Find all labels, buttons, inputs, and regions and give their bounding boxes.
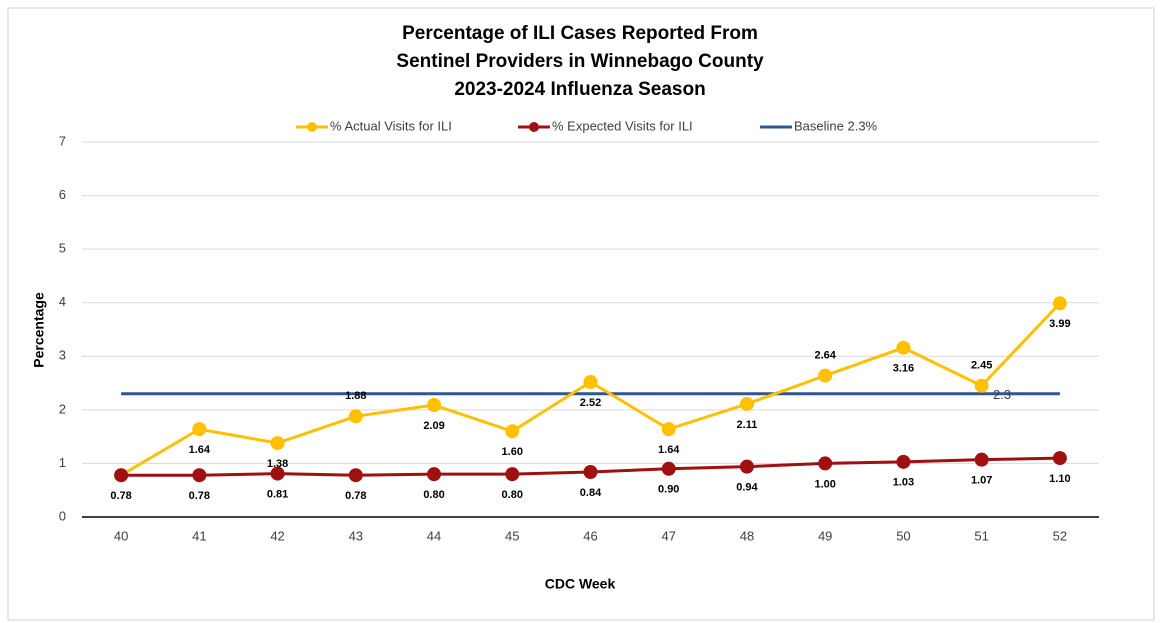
point <box>583 375 598 389</box>
y-axis-title: Percentage <box>31 292 47 368</box>
point <box>818 368 833 383</box>
x-axis-title: CDC Week <box>545 576 616 592</box>
data-label: 1.10 <box>1049 473 1070 485</box>
y-tick-label: 3 <box>59 348 66 363</box>
x-tick-label: 42 <box>270 528 284 543</box>
data-label: 2.11 <box>737 419 758 431</box>
point <box>270 436 285 451</box>
x-tick-label: 47 <box>661 528 675 543</box>
point <box>192 468 207 483</box>
legend-marker <box>307 122 317 132</box>
x-tick-label: 40 <box>114 528 128 543</box>
point <box>661 461 676 476</box>
point <box>1052 451 1067 466</box>
data-label: 0.78 <box>110 490 131 502</box>
x-tick-label: 41 <box>192 528 206 543</box>
point <box>427 467 442 482</box>
point <box>974 452 989 467</box>
data-label: 1.60 <box>502 446 523 458</box>
data-label: 1.00 <box>814 478 835 490</box>
y-tick-label: 2 <box>59 401 66 416</box>
point <box>818 456 833 471</box>
y-tick-label: 5 <box>59 241 66 256</box>
chart-title: 2023-2024 Influenza Season <box>454 79 705 100</box>
x-tick-label: 44 <box>427 528 441 543</box>
data-label: 1.07 <box>971 475 992 487</box>
data-label: 1.38 <box>267 458 288 470</box>
x-tick-label: 48 <box>740 528 754 543</box>
data-label: 1.64 <box>189 444 211 456</box>
data-label: 1.64 <box>658 444 680 456</box>
point <box>348 409 363 424</box>
point <box>583 465 598 479</box>
point <box>114 468 129 483</box>
point <box>505 424 520 439</box>
point <box>739 396 754 411</box>
x-tick-label: 52 <box>1053 528 1067 543</box>
legend-marker <box>529 122 539 132</box>
y-tick-label: 4 <box>59 294 66 309</box>
data-label: 2.09 <box>423 420 444 432</box>
data-label: 0.90 <box>658 484 679 496</box>
y-tick-label: 7 <box>59 133 66 148</box>
chart-title: Sentinel Providers in Winnebago County <box>396 51 764 72</box>
data-label: 1.88 <box>345 390 366 402</box>
data-label: 0.81 <box>267 489 288 501</box>
chart-title: Percentage of ILI Cases Reported From <box>402 23 758 44</box>
legend-label: % Actual Visits for ILI <box>330 118 452 133</box>
y-tick-label: 6 <box>59 187 66 202</box>
x-tick-label: 50 <box>896 528 910 543</box>
data-label: 0.94 <box>736 482 758 494</box>
x-tick-label: 45 <box>505 528 519 543</box>
point <box>505 467 520 482</box>
y-tick-label: 0 <box>59 508 66 523</box>
point <box>427 398 442 413</box>
data-label: 2.52 <box>580 397 601 409</box>
point <box>192 422 207 437</box>
data-label: 1.03 <box>893 477 914 489</box>
y-tick-label: 1 <box>59 455 66 470</box>
data-label: 2.45 <box>971 360 992 372</box>
x-tick-label: 51 <box>974 528 988 543</box>
x-tick-label: 46 <box>583 528 597 543</box>
data-label: 0.84 <box>580 487 602 499</box>
point <box>661 422 676 437</box>
legend-label: % Expected Visits for ILI <box>552 118 693 133</box>
data-label: 0.80 <box>502 489 523 501</box>
data-label: 3.99 <box>1049 318 1070 330</box>
data-label: 3.16 <box>893 363 914 375</box>
x-tick-label: 43 <box>349 528 363 543</box>
data-label: 0.78 <box>345 490 366 502</box>
point <box>896 340 911 355</box>
point <box>270 466 285 481</box>
baseline-label: 2.3 <box>993 387 1011 402</box>
legend-label: Baseline 2.3% <box>794 118 878 133</box>
point <box>974 378 989 393</box>
x-tick-label: 49 <box>818 528 832 543</box>
point <box>739 459 754 474</box>
point <box>348 468 363 483</box>
data-label: 0.78 <box>189 490 210 502</box>
data-label: 2.64 <box>814 349 836 361</box>
point <box>1052 296 1067 311</box>
data-label: 0.80 <box>423 489 444 501</box>
point <box>896 454 911 469</box>
